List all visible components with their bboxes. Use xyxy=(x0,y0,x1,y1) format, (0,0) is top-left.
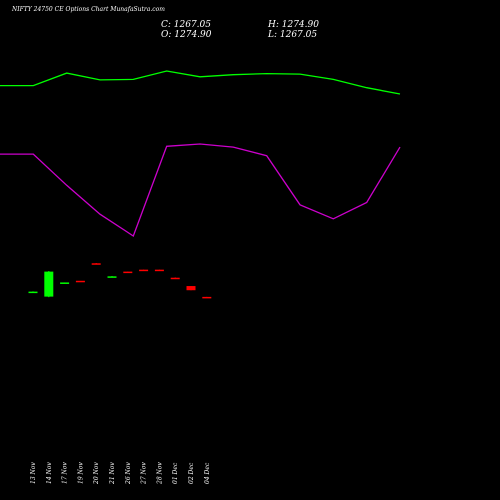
lower-indicator-panel xyxy=(0,143,401,237)
candle-body xyxy=(60,282,70,284)
x-axis-labels: 13 Nov 14 Nov 17 Nov 19 Nov 20 Nov 21 Nov 26 N… xyxy=(30,462,211,485)
upper-indicator-line xyxy=(0,70,401,95)
x-tick-label: 02 Dec xyxy=(188,462,195,484)
x-tick-label: 04 Dec xyxy=(204,462,211,484)
x-tick-label: 01 Dec xyxy=(172,462,179,484)
candle-body xyxy=(44,271,54,297)
close-value: C: 1267.05 xyxy=(161,20,211,30)
candle-body xyxy=(28,291,38,294)
x-tick-label: 17 Nov xyxy=(62,462,69,484)
upper-indicator-panel xyxy=(0,70,401,95)
candle-body xyxy=(123,271,133,274)
candle-body xyxy=(186,286,196,291)
candle-body xyxy=(139,269,149,272)
candle-body xyxy=(91,263,101,265)
candle-body xyxy=(107,276,117,278)
chart-title: NIFTY 24750 CE Options Chart MunafaSutra… xyxy=(12,6,165,13)
x-tick-label: 27 Nov xyxy=(141,462,148,485)
x-tick-label: 26 Nov xyxy=(125,462,132,485)
lower-indicator-line xyxy=(0,143,401,237)
x-tick-label: 13 Nov xyxy=(30,462,37,484)
high-value: H: 1274.90 xyxy=(268,20,319,30)
x-tick-label: 28 Nov xyxy=(156,462,163,485)
open-value: O: 1274.90 xyxy=(161,30,212,40)
low-value: L: 1267.05 xyxy=(268,30,318,40)
candle-body xyxy=(170,277,180,280)
candle-body xyxy=(154,269,164,272)
candle-body xyxy=(202,296,212,299)
x-tick-label: 20 Nov xyxy=(93,462,100,485)
x-tick-label: 19 Nov xyxy=(77,462,84,484)
x-tick-label: 14 Nov xyxy=(46,462,53,484)
x-tick-label: 21 Nov xyxy=(109,462,116,485)
candlestick-panel xyxy=(28,263,212,299)
candle-body xyxy=(75,280,85,283)
